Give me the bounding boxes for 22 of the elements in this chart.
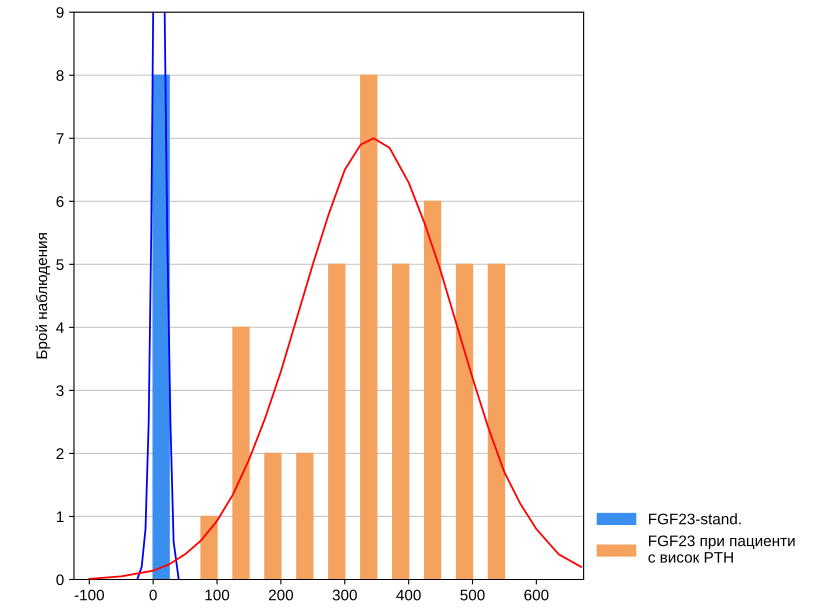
y-tick-label: 2: [56, 448, 64, 459]
y-tick-label: 1: [56, 511, 64, 522]
y-tick-label: 9: [56, 7, 64, 18]
y-tick-label: 8: [56, 70, 64, 81]
legend-label: FGF23 при пациенти с висок PTH: [648, 535, 795, 563]
y-tick-label: 5: [56, 259, 64, 270]
x-tick-label: 100: [205, 590, 230, 600]
x-tick-label: 500: [460, 590, 485, 600]
line-series: [88, 137, 582, 580]
x-tick-label: 0: [150, 590, 157, 600]
legend-label: FGF23-stand.: [649, 513, 741, 524]
x-tick-label: 300: [332, 590, 357, 600]
x-tick-label: 400: [396, 590, 421, 600]
y-axis-title: Брой наблюдения: [36, 233, 50, 358]
y-tick-label: 0: [56, 574, 64, 586]
x-tick-label: 600: [524, 590, 549, 600]
x-tick-label: -100: [74, 590, 104, 600]
y-tick-label: 6: [56, 196, 64, 207]
y-tick-label: 7: [56, 133, 64, 144]
y-tick-label: 4: [56, 322, 64, 333]
y-tick-label: 3: [56, 385, 64, 396]
x-tick-label: 200: [268, 590, 294, 600]
